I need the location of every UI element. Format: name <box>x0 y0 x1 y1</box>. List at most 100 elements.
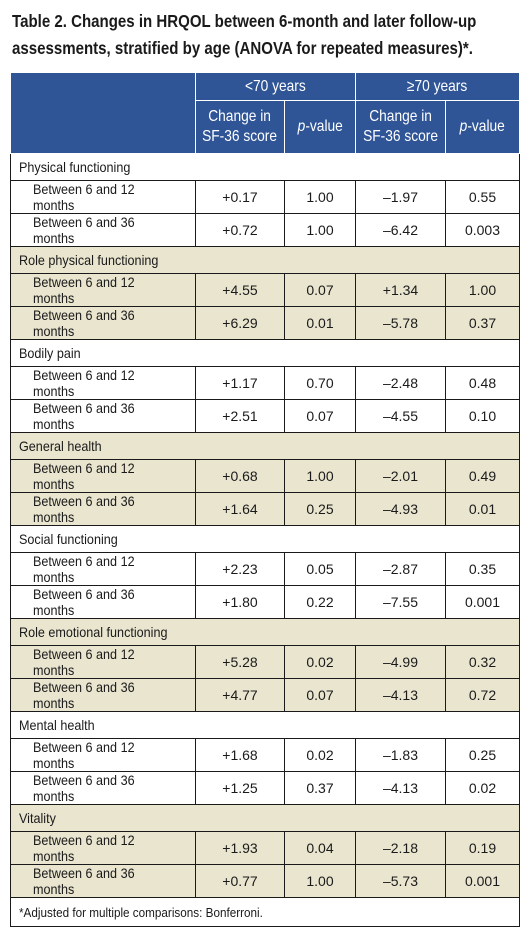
pvalue-under-70-cell: 0.02 <box>284 738 356 772</box>
change-70-plus-cell: +1.34 <box>355 273 446 307</box>
table-row: Between 6 and 36 months +1.25 0.37 –4.13 0.0… <box>10 771 520 805</box>
pvalue-70-plus-cell: 0.32 <box>445 645 520 679</box>
change-under-70-cell: +4.55 <box>195 273 285 307</box>
pvalue-under-70-cell: 1.00 <box>284 459 356 493</box>
table-row: Between 6 and 12 months +2.23 0.05 –2.87 0.3… <box>10 552 520 586</box>
category-label: Mental health <box>10 711 520 739</box>
change-under-70-cell: +0.68 <box>195 459 285 493</box>
category-row: Role emotional functioning <box>10 618 520 646</box>
table-row: Between 6 and 36 months +1.80 0.22 –7.55 0.0… <box>10 585 520 619</box>
category-label: Vitality <box>10 804 520 832</box>
table-row: Between 6 and 12 months +1.17 0.70 –2.48 0.4… <box>10 366 520 400</box>
change-70-plus-cell: –6.42 <box>355 213 446 247</box>
pvalue-70-plus-cell: 0.001 <box>445 585 520 619</box>
pvalue-70-plus-cell: 0.48 <box>445 366 520 400</box>
pvalue-70-plus-cell: 0.72 <box>445 678 520 712</box>
change-under-70-cell: +1.25 <box>195 771 285 805</box>
category-row: Mental health <box>10 711 520 739</box>
change-under-70-cell: +5.28 <box>195 645 285 679</box>
pvalue-70-plus-cell: 1.00 <box>445 273 520 307</box>
pvalue-under-70-cell: 0.05 <box>284 552 356 586</box>
category-label: Role physical functioning <box>10 246 520 274</box>
change-70-plus-cell: –4.93 <box>355 492 446 526</box>
header-group-70-plus: ≥70 years <box>355 72 520 101</box>
table-row: Between 6 and 12 months +0.68 1.00 –2.01 0.4… <box>10 459 520 493</box>
header-change-col-1: Change in SF-36 score <box>195 100 285 154</box>
change-under-70-cell: +1.68 <box>195 738 285 772</box>
category-row: General health <box>10 432 520 460</box>
change-70-plus-cell: –2.87 <box>355 552 446 586</box>
pvalue-70-plus-cell: 0.19 <box>445 831 520 865</box>
change-70-plus-cell: –4.13 <box>355 678 446 712</box>
change-under-70-cell: +1.80 <box>195 585 285 619</box>
pvalue-70-plus-cell: 0.55 <box>445 180 520 214</box>
header-group-under-70: <70 years <box>195 72 356 101</box>
pvalue-70-plus-cell: 0.49 <box>445 459 520 493</box>
pvalue-under-70-cell: 0.07 <box>284 678 356 712</box>
category-row: Physical functioning <box>10 153 520 181</box>
header-corner <box>10 72 196 154</box>
pvalue-70-plus-cell: 0.001 <box>445 864 520 898</box>
change-under-70-cell: +6.29 <box>195 306 285 340</box>
pvalue-under-70-cell: 0.25 <box>284 492 356 526</box>
category-label: Social functioning <box>10 525 520 553</box>
pvalue-70-plus-cell: 0.10 <box>445 399 520 433</box>
pvalue-under-70-cell: 0.70 <box>284 366 356 400</box>
row-label: Between 6 and 12 months <box>10 459 196 493</box>
table-footnote: *Adjusted for multiple comparisons: Bonf… <box>10 897 520 927</box>
row-label: Between 6 and 12 months <box>10 366 196 400</box>
table-body: Physical functioning Between 6 and 12 mon… <box>10 153 520 898</box>
pvalue-under-70-cell: 0.07 <box>284 399 356 433</box>
table-row: Between 6 and 36 months +0.72 1.00 –6.42 0.0… <box>10 213 520 247</box>
row-label: Between 6 and 36 months <box>10 771 196 805</box>
pvalue-under-70-cell: 0.07 <box>284 273 356 307</box>
change-under-70-cell: +0.77 <box>195 864 285 898</box>
change-70-plus-cell: –4.13 <box>355 771 446 805</box>
hrqol-table: <70 years ≥70 years Change in SF-36 score… <box>10 72 520 927</box>
category-row: Vitality <box>10 804 520 832</box>
header-pvalue-col-1: p-value <box>284 100 356 154</box>
change-under-70-cell: +0.17 <box>195 180 285 214</box>
table-row: Between 6 and 12 months +0.17 1.00 –1.97 0.5… <box>10 180 520 214</box>
category-label: Physical functioning <box>10 153 520 181</box>
row-label: Between 6 and 36 months <box>10 306 196 340</box>
change-under-70-cell: +1.64 <box>195 492 285 526</box>
change-under-70-cell: +2.23 <box>195 552 285 586</box>
table-row: Between 6 and 36 months +4.77 0.07 –4.13 0.7… <box>10 678 520 712</box>
table-row: Between 6 and 36 months +6.29 0.01 –5.78 0.3… <box>10 306 520 340</box>
table-row: Between 6 and 36 months +2.51 0.07 –4.55 0.1… <box>10 399 520 433</box>
row-label: Between 6 and 36 months <box>10 213 196 247</box>
pvalue-under-70-cell: 1.00 <box>284 213 356 247</box>
pvalue-under-70-cell: 0.04 <box>284 831 356 865</box>
table-row: Between 6 and 12 months +4.55 0.07 +1.34 1.0… <box>10 273 520 307</box>
row-label: Between 6 and 12 months <box>10 180 196 214</box>
header-pvalue-col-2: p-value <box>445 100 520 154</box>
change-under-70-cell: +1.93 <box>195 831 285 865</box>
pvalue-70-plus-cell: 0.01 <box>445 492 520 526</box>
change-70-plus-cell: –1.83 <box>355 738 446 772</box>
pvalue-under-70-cell: 1.00 <box>284 180 356 214</box>
pvalue-70-plus-cell: 0.02 <box>445 771 520 805</box>
change-70-plus-cell: –4.55 <box>355 399 446 433</box>
pvalue-70-plus-cell: 0.25 <box>445 738 520 772</box>
change-under-70-cell: +1.17 <box>195 366 285 400</box>
row-label: Between 6 and 12 months <box>10 273 196 307</box>
row-label: Between 6 and 36 months <box>10 492 196 526</box>
row-label: Between 6 and 12 months <box>10 831 196 865</box>
table-row: Between 6 and 36 months +0.77 1.00 –5.73 0.0… <box>10 864 520 898</box>
category-row: Social functioning <box>10 525 520 553</box>
change-70-plus-cell: –4.99 <box>355 645 446 679</box>
pvalue-under-70-cell: 0.02 <box>284 645 356 679</box>
pvalue-70-plus-cell: 0.35 <box>445 552 520 586</box>
pvalue-70-plus-cell: 0.003 <box>445 213 520 247</box>
row-label: Between 6 and 36 months <box>10 399 196 433</box>
row-label: Between 6 and 12 months <box>10 645 196 679</box>
change-70-plus-cell: –5.78 <box>355 306 446 340</box>
table-title-line-2: assessments, stratified by age (ANOVA fo… <box>12 38 473 58</box>
category-label: Bodily pain <box>10 339 520 367</box>
category-label: General health <box>10 432 520 460</box>
pvalue-under-70-cell: 0.01 <box>284 306 356 340</box>
category-label: Role emotional functioning <box>10 618 520 646</box>
table-row: Between 6 and 12 months +1.93 0.04 –2.18 0.1… <box>10 831 520 865</box>
pvalue-under-70-cell: 0.22 <box>284 585 356 619</box>
